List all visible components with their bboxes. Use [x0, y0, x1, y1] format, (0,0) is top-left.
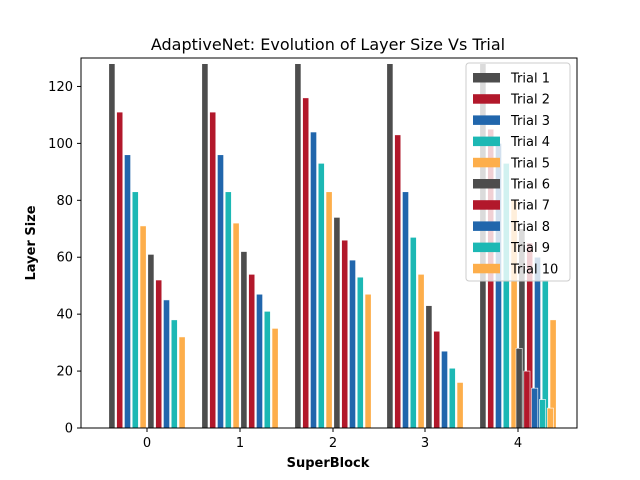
legend-swatch — [473, 200, 500, 210]
legend-swatch — [473, 221, 500, 231]
legend-label: Trial 5 — [510, 156, 550, 171]
bar-trial-1-sb3 — [386, 63, 394, 429]
x-tick-label: 0 — [143, 436, 151, 451]
bar-trial-5-sb3 — [417, 274, 425, 429]
bar-trial-3-sb1 — [217, 154, 224, 429]
bar-trial-6-sb0 — [147, 254, 155, 429]
legend-label: Trial 3 — [510, 114, 550, 129]
legend-swatch — [473, 94, 500, 104]
bar-trial-9-sb1 — [263, 311, 271, 429]
y-axis-title: Layer Size — [24, 205, 39, 280]
bar-trial-7-sb2 — [341, 239, 349, 429]
bar-trial-6-sb2 — [333, 217, 341, 429]
bar-trial-5-sb1 — [232, 222, 240, 429]
bar-trial-8-sb0 — [163, 299, 170, 429]
bar-trial-2-sb2 — [302, 97, 310, 429]
bar-trial-4-sb3 — [409, 237, 417, 429]
bar-trial-1-sb1 — [201, 63, 209, 429]
bar-trial-8-sb1 — [256, 293, 263, 429]
bar-trial-10-sb0 — [178, 336, 186, 429]
x-tick-label: 2 — [329, 436, 337, 451]
bar-trial-10-sb2 — [364, 293, 372, 429]
x-axis-title: SuperBlock — [287, 456, 370, 471]
bar-extra-sb4-5 — [546, 407, 554, 429]
legend-label: Trial 7 — [510, 199, 550, 214]
bar-trial-7-sb3 — [433, 330, 441, 429]
legend-swatch — [473, 263, 500, 274]
y-tick-label: 120 — [48, 80, 73, 95]
bar-trial-9-sb3 — [448, 367, 456, 429]
x-tick-label: 1 — [236, 436, 244, 451]
bar-trial-2-sb0 — [116, 111, 124, 429]
bar-trial-7-sb0 — [155, 279, 163, 429]
bar-trial-4-sb1 — [224, 191, 232, 429]
y-tick-label: 20 — [56, 365, 73, 380]
plot-frame — [80, 57, 578, 429]
bar-extra-sb4-1 — [515, 348, 523, 429]
bar-trial-7-sb1 — [248, 274, 256, 429]
y-tick-label: 80 — [56, 194, 73, 209]
bar-trial-2-sb3 — [394, 134, 402, 429]
chart-title: AdaptiveNet: Evolution of Layer Size Vs … — [151, 35, 505, 54]
bar-trial-6-sb3 — [425, 305, 433, 429]
y-tick-label: 40 — [56, 308, 73, 323]
legend-swatch — [473, 115, 500, 125]
bar-trial-6-sb1 — [240, 251, 248, 429]
bar-trial-10-sb3 — [456, 382, 464, 429]
bar-trial-3-sb3 — [402, 191, 409, 429]
legend-label: Trial 10 — [510, 262, 558, 277]
x-tick-label: 3 — [421, 436, 429, 451]
legend-swatch — [473, 242, 500, 253]
bar-extra-sb4-2 — [523, 370, 531, 429]
bar-trial-5-sb0 — [139, 225, 147, 429]
bar-trial-1-sb0 — [108, 63, 116, 429]
bar-trial-9-sb2 — [356, 276, 364, 429]
legend: Trial 1 Trial 2 Trial 3 Trial 4 Trial 5 Trial… — [465, 62, 571, 282]
y-tick-label: 0 — [65, 422, 73, 437]
bar-trial-8-sb3 — [441, 350, 448, 429]
y-tick-label: 100 — [48, 137, 73, 152]
legend-swatch — [473, 157, 500, 168]
y-tick-label: 60 — [56, 251, 73, 266]
bar-extra-sb4-4 — [539, 399, 546, 429]
bar-trial-3-sb0 — [124, 154, 131, 429]
bar-extra-sb4-3 — [531, 387, 539, 429]
legend-swatch — [473, 136, 500, 147]
bar-trial-4-sb2 — [317, 163, 325, 429]
legend-label: Trial 1 — [510, 72, 550, 87]
legend-swatch — [473, 73, 500, 83]
legend-label: Trial 9 — [510, 241, 550, 256]
legend-label: Trial 8 — [510, 220, 550, 235]
bar-trial-9-sb0 — [170, 319, 178, 429]
bar-trial-10-sb1 — [271, 328, 279, 429]
x-tick-label: 4 — [514, 436, 522, 451]
bar-trial-4-sb0 — [131, 191, 139, 429]
bar-trial-3-sb2 — [310, 131, 317, 429]
legend-swatch — [473, 179, 500, 189]
legend-label: Trial 6 — [510, 178, 550, 193]
legend-label: Trial 2 — [510, 93, 550, 108]
bar-trial-1-sb2 — [294, 63, 302, 429]
plot-area: 0 20 40 60 80 100 120 0 1 2 3 4 — [48, 57, 578, 451]
bar-trial-2-sb1 — [209, 111, 217, 429]
bar-trial-5-sb2 — [325, 191, 333, 429]
legend-label: Trial 4 — [510, 135, 550, 150]
bar-trial-8-sb2 — [349, 259, 356, 429]
